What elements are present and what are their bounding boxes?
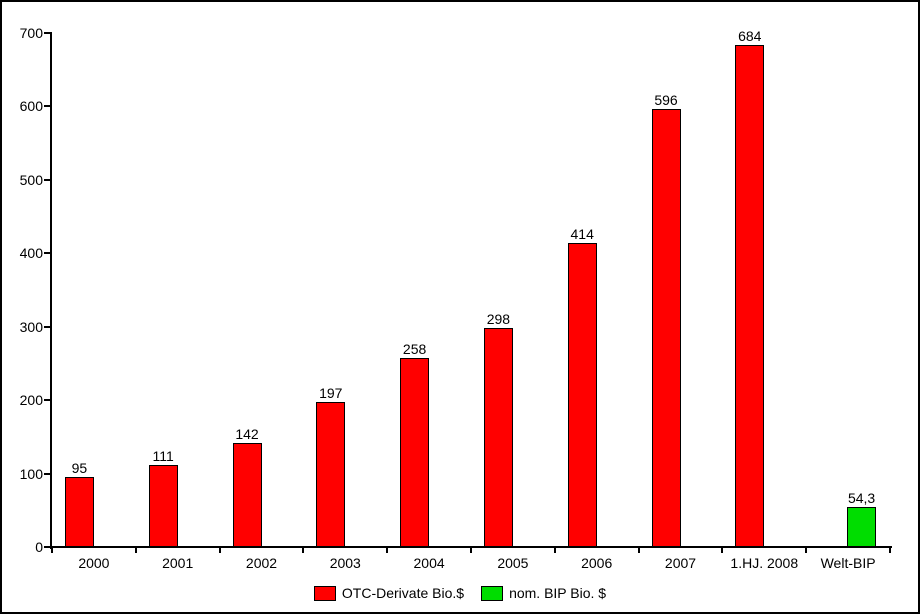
y-axis-tick (44, 252, 52, 255)
x-axis-tick (721, 547, 724, 553)
x-axis-tick (889, 547, 891, 553)
y-axis-tick-label: 100 (19, 465, 43, 482)
bar-value-label-2003: 197 (319, 385, 343, 401)
x-axis-tick (386, 547, 389, 553)
y-axis-tick (44, 325, 52, 328)
x-axis-tick (134, 547, 137, 553)
x-category-label-2006: 2006 (581, 555, 613, 571)
bar-1-hj-2008 (735, 45, 765, 547)
x-axis-tick (637, 547, 640, 553)
legend-swatch-otc-derivate-bio (313, 585, 336, 601)
y-axis-tick (44, 32, 52, 34)
plot-area: 0 100 200 300 400 500 600 700 2000 2001 2002 2003 20… (20, 25, 892, 571)
bar-value-label-2000: 95 (71, 460, 88, 476)
y-axis-tick-label: 300 (19, 318, 43, 335)
y-axis-tick (44, 399, 52, 402)
x-axis-tick (51, 547, 53, 553)
x-axis-tick (302, 547, 305, 553)
y-axis-tick-label: 700 (19, 25, 43, 41)
bar-2000 (64, 477, 94, 547)
x-category-label-2000: 2000 (78, 555, 110, 571)
x-category-label-2005: 2005 (497, 555, 529, 571)
bar-2007 (651, 109, 681, 547)
legend-label: nom. BIP Bio. $ (509, 585, 607, 601)
x-category-label-2003: 2003 (329, 555, 361, 571)
x-category-label-welt-bip: Welt-BIP (820, 555, 876, 571)
bar-2003 (316, 402, 346, 547)
x-axis-tick (470, 547, 472, 553)
y-axis-tick (44, 105, 52, 108)
bar-value-label-welt-bip: 54,3 (847, 490, 876, 506)
bar-2002 (232, 443, 262, 547)
x-category-label-2002: 2002 (245, 555, 278, 571)
y-axis-tick-label: 0 (35, 539, 43, 555)
bar-value-label-2007: 596 (654, 92, 678, 108)
x-axis-tick (218, 547, 221, 553)
y-axis-tick-label: 500 (19, 171, 43, 188)
bar-2004 (400, 358, 430, 547)
bar-2005 (483, 328, 513, 547)
x-category-label-2007: 2007 (664, 555, 697, 571)
y-axis-tick-label: 200 (19, 392, 43, 409)
bar-value-label-1-hj-2008: 684 (738, 28, 762, 44)
x-category-label-2001: 2001 (162, 555, 194, 571)
bar-value-label-2002: 142 (235, 426, 259, 442)
x-axis-tick (805, 547, 808, 553)
legend-item-nom-bip-bio: nom. BIP Bio. $ (481, 585, 606, 601)
legend-swatch-nom-bip-bio (481, 585, 504, 601)
y-axis-tick (44, 546, 52, 548)
legend-label: OTC-Derivate Bio.$ (341, 585, 465, 601)
legend-item-otc-derivate-bio: OTC-Derivate Bio.$ (313, 585, 465, 601)
bar-value-label-2006: 414 (570, 226, 594, 242)
bar-value-label-2005: 298 (486, 311, 511, 327)
y-axis-tick-label: 400 (19, 245, 43, 262)
bar-welt-bip (847, 507, 877, 547)
y-axis-line (50, 33, 52, 549)
bar-2001 (148, 465, 178, 547)
x-category-label-1-hj-2008: 1.HJ. 2008 (730, 555, 799, 571)
bar-value-label-2004: 258 (402, 341, 427, 357)
x-category-label-2004: 2004 (413, 555, 445, 571)
y-axis-tick-label: 600 (19, 98, 43, 115)
y-axis-tick (44, 472, 52, 475)
bar-value-label-2001: 111 (152, 448, 174, 464)
x-axis-tick (553, 547, 556, 553)
y-axis-tick (44, 178, 52, 181)
legend: OTC-Derivate Bio.$ nom. BIP Bio. $ (2, 584, 918, 602)
bar-2006 (567, 243, 597, 547)
